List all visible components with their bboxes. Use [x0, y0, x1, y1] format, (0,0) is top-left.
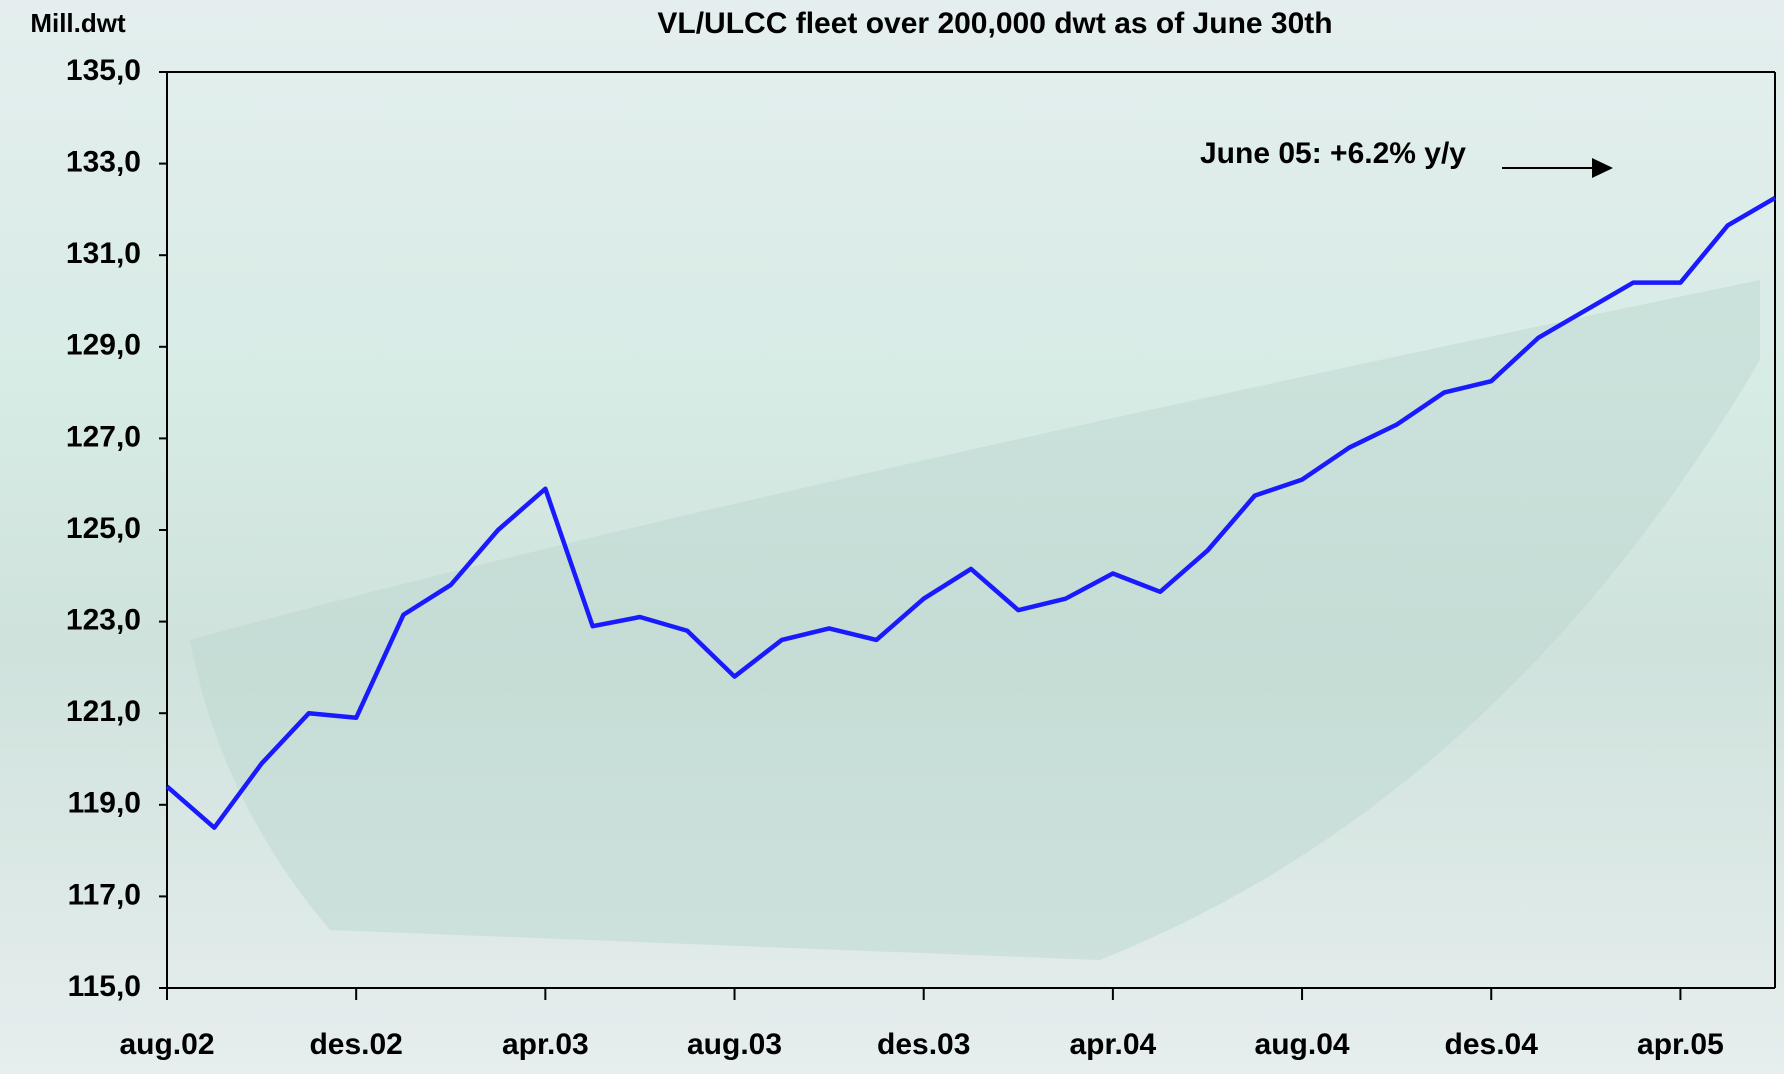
x-tick-label: des.03 — [877, 1028, 970, 1061]
x-tick-label: aug.02 — [119, 1028, 214, 1061]
annotation-arrowhead — [1592, 158, 1613, 178]
y-tick-label: 123,0 — [66, 604, 141, 637]
y-tick-label: 115,0 — [68, 970, 141, 1003]
x-tick-label: apr.05 — [1637, 1028, 1724, 1061]
y-tick-label: 129,0 — [66, 329, 141, 362]
chart-title: VL/ULCC fleet over 200,000 dwt as of Jun… — [657, 7, 1332, 40]
x-tick-label: apr.04 — [1070, 1028, 1157, 1061]
y-tick-label: 127,0 — [66, 420, 141, 453]
x-tick-label: aug.04 — [1255, 1028, 1350, 1061]
x-tick-label: des.04 — [1445, 1028, 1539, 1061]
y-axis-label: Mill.dwt — [30, 8, 126, 38]
y-tick-label: 131,0 — [66, 237, 141, 270]
x-tick-label: aug.03 — [687, 1028, 782, 1061]
x-tick-label: apr.03 — [502, 1028, 589, 1061]
ship-shape — [190, 280, 1760, 960]
y-tick-label: 121,0 — [66, 695, 141, 728]
annotation: June 05: +6.2% y/y — [1200, 137, 1466, 170]
y-tick-label: 119,0 — [68, 787, 141, 820]
y-tick-label: 117,0 — [68, 878, 141, 911]
y-tick-label: 135,0 — [66, 54, 141, 87]
x-tick-label: des.02 — [309, 1028, 402, 1061]
line-series — [165, 196, 1777, 830]
y-tick-label: 133,0 — [66, 146, 141, 179]
y-tick-label: 125,0 — [66, 512, 141, 545]
